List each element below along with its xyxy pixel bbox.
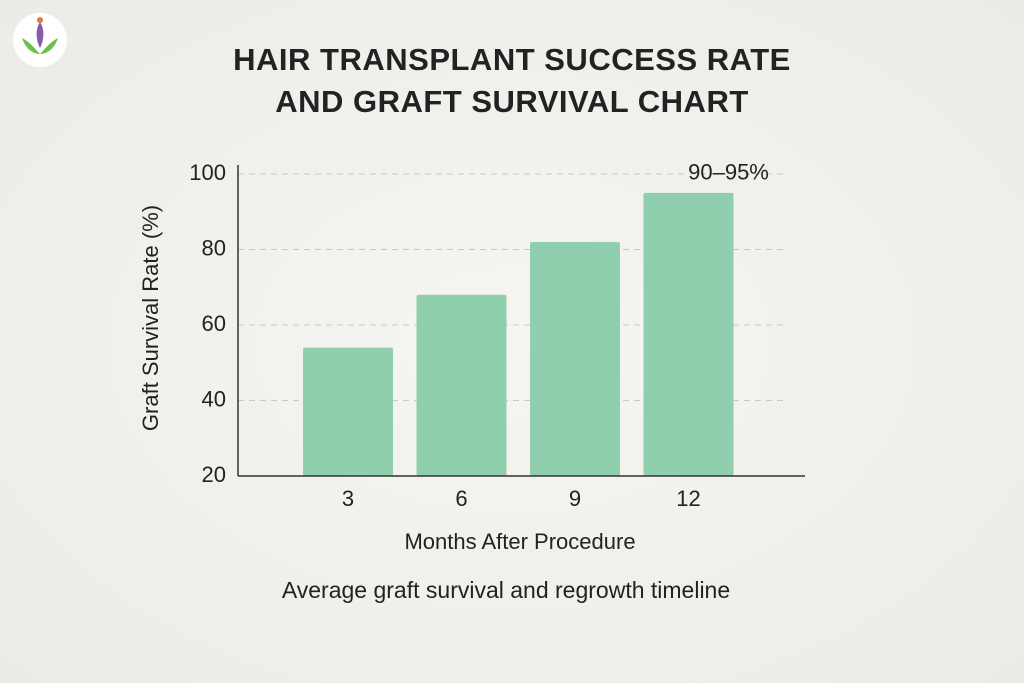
logo-leaf[interactable] [40,38,58,54]
logo-leaf[interactable] [22,38,40,54]
logo-petal[interactable] [36,22,44,48]
y-tick-label: 20 [202,462,226,487]
x-tick-label: 12 [676,486,700,511]
y-tick-label: 100 [189,160,226,185]
annotation: 90–95% [688,160,769,185]
x-tick-label: 3 [342,486,354,511]
x-tick-label: 9 [569,486,581,511]
bar [643,192,734,476]
y-tick-label: 80 [202,235,226,260]
chart-title: AND GRAFT SURVIVAL CHART [275,84,749,119]
logo-dot[interactable] [37,17,43,23]
caption: Average graft survival and regrowth time… [282,577,730,603]
bar [530,241,620,476]
logo[interactable] [13,13,67,67]
y-axis-title: Graft Survival Rate (%) [138,205,163,431]
y-tick-label: 60 [202,311,226,336]
bars [303,192,734,476]
bar [416,294,507,476]
x-tick-label: 6 [455,486,467,511]
chart-title: HAIR TRANSPLANT SUCCESS RATE [233,42,791,77]
y-tick-label: 40 [202,386,226,411]
bar [303,347,393,476]
x-axis-title: Months After Procedure [404,529,635,554]
